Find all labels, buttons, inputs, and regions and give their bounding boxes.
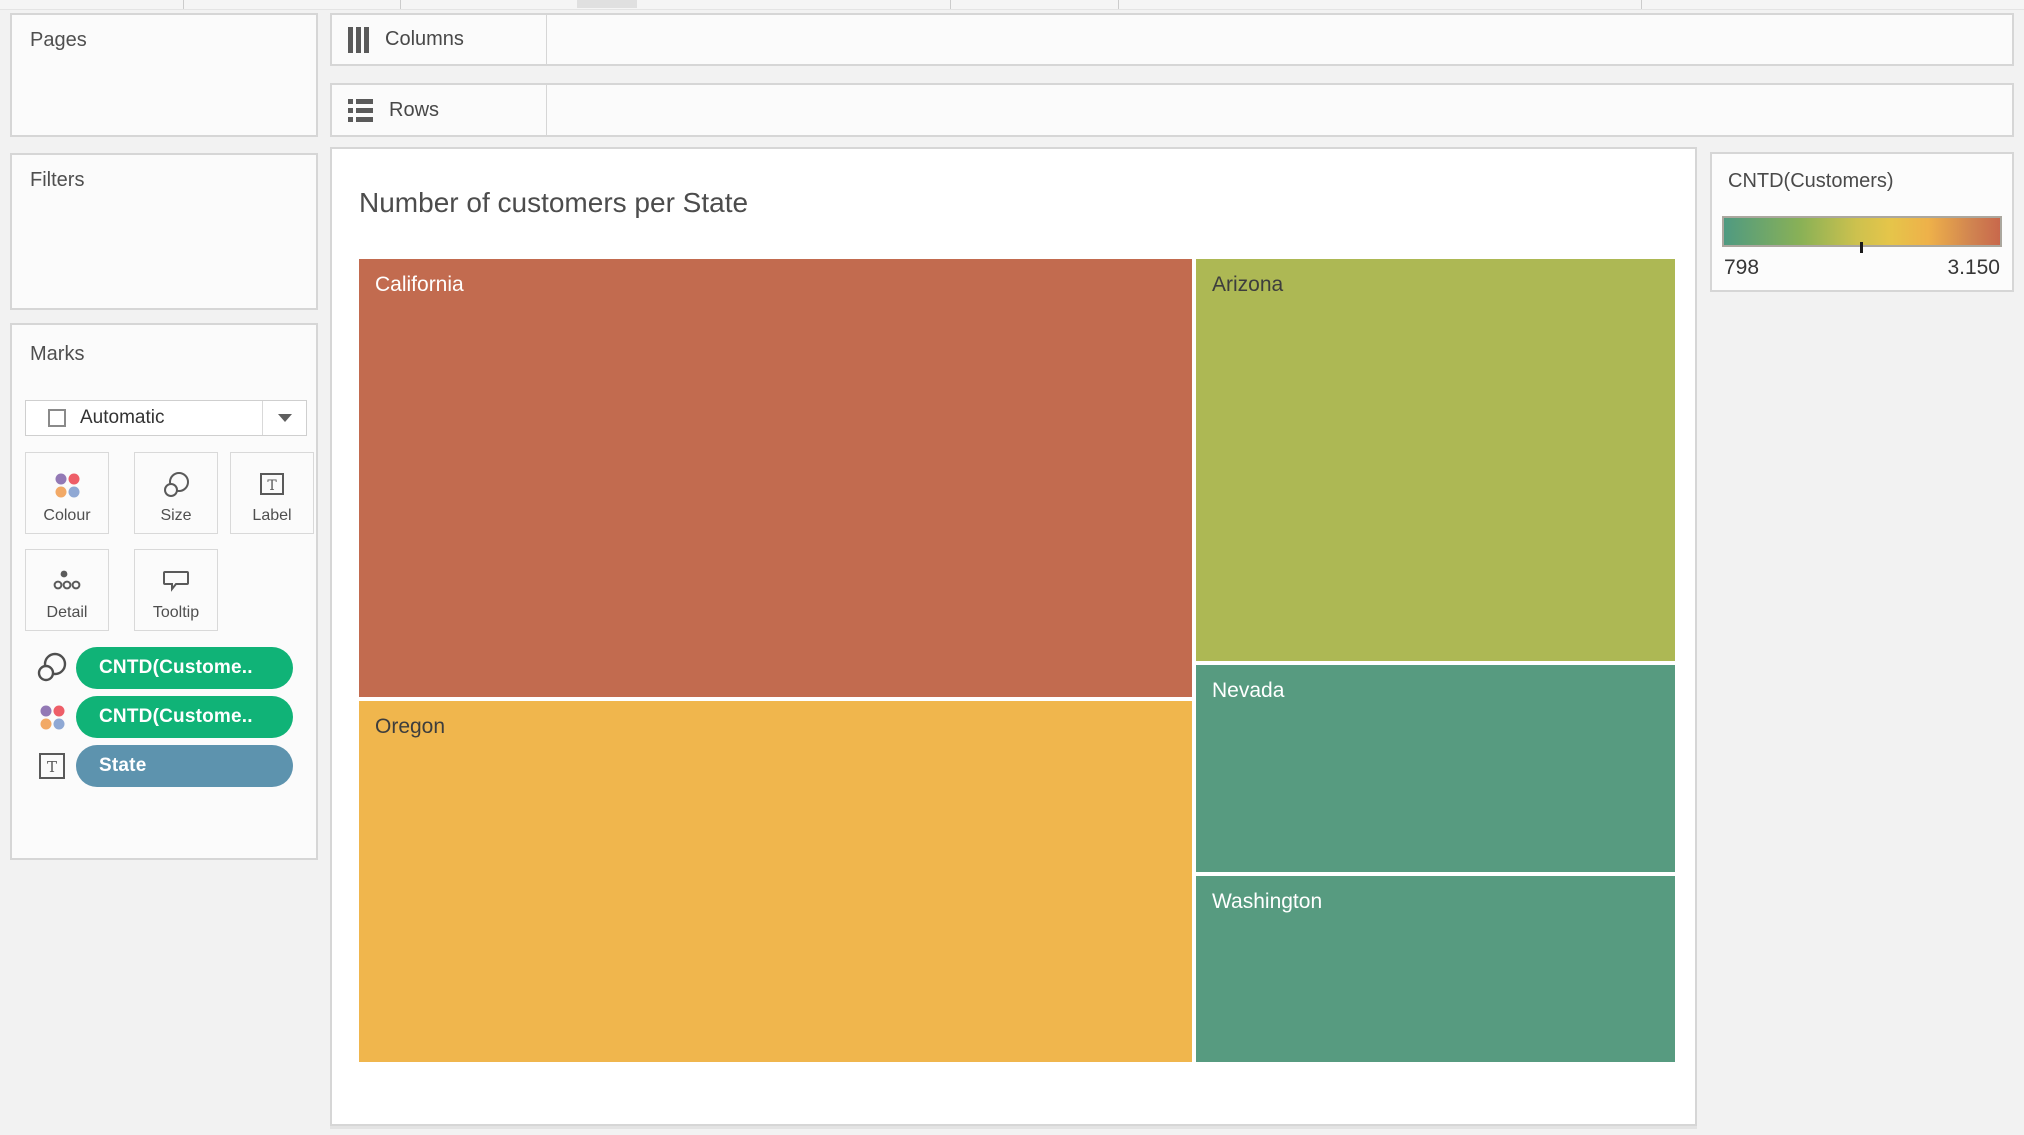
treemap-tile-nevada[interactable]: Nevada (1196, 665, 1675, 872)
pill-cntd-customers-colour[interactable]: CNTD(Custome.. (76, 696, 293, 738)
label-button[interactable]: T Label (230, 452, 314, 534)
rows-list-icon (348, 98, 373, 122)
treemap-tile-label: Arizona (1212, 273, 1284, 296)
colour-button[interactable]: Colour (25, 452, 109, 534)
dropdown-divider (262, 401, 263, 435)
toolbar-separator (400, 0, 401, 9)
toolbar-bottom-strip (0, 0, 2024, 10)
size-button-label: Size (160, 507, 192, 524)
size-button[interactable]: Size (134, 452, 218, 534)
columns-drop-area[interactable] (547, 15, 2012, 64)
svg-text:T: T (47, 758, 57, 776)
square-mark-icon (48, 409, 66, 427)
detail-dots-icon (26, 566, 108, 596)
treemap-tile-label: Nevada (1212, 679, 1285, 702)
columns-shelf: Columns (330, 13, 2014, 66)
filters-shelf-label: Filters (30, 169, 85, 191)
caret-down-icon (277, 414, 292, 422)
worksheet-view: Number of customers per State California… (330, 147, 1697, 1126)
color-legend-title: CNTD(Customers) (1728, 170, 1894, 192)
mark-type-dropdown[interactable]: Automatic (25, 400, 307, 436)
pill-cntd-customers-size[interactable]: CNTD(Custome.. (76, 647, 293, 689)
filters-shelf[interactable]: Filters (10, 153, 318, 310)
colour-button-label: Colour (43, 507, 91, 524)
toolbar-separator (1118, 0, 1119, 9)
marks-card: Marks Automatic Colour Size (10, 323, 318, 860)
rows-shelf-label: Rows (389, 98, 440, 121)
color-legend-tick (1860, 242, 1863, 253)
color-legend-max: 3.150 (1947, 256, 2000, 279)
treemap-tile-washington[interactable]: Washington (1196, 876, 1675, 1062)
columns-bars-icon (348, 26, 369, 53)
mark-type-value: Automatic (80, 407, 165, 428)
color-legend-card: CNTD(Customers) 798 3.150 (1710, 152, 2014, 292)
toolbar-button-fragment (577, 0, 637, 8)
pill-row-size: CNTD(Custome.. (28, 647, 293, 689)
treemap-tile-california[interactable]: California (359, 259, 1192, 697)
treemap-tile-oregon[interactable]: Oregon (359, 701, 1192, 1062)
treemap-tile-arizona[interactable]: Arizona (1196, 259, 1675, 661)
detail-button[interactable]: Detail (25, 549, 109, 631)
toolbar-separator (183, 0, 184, 9)
pages-shelf-label: Pages (30, 29, 87, 51)
treemap-tile-label: Washington (1212, 890, 1323, 913)
rows-shelf-head: Rows (332, 85, 547, 135)
pages-shelf[interactable]: Pages (10, 13, 318, 137)
tooltip-button[interactable]: Tooltip (134, 549, 218, 631)
pill-row-text: T State (28, 745, 293, 787)
toolbar-separator (1641, 0, 1642, 9)
tooltip-button-label: Tooltip (152, 604, 200, 621)
rows-shelf: Rows (330, 83, 2014, 137)
text-box-icon[interactable]: T (28, 751, 76, 781)
pill-row-colour: CNTD(Custome.. (28, 696, 293, 738)
color-legend-min: 798 (1724, 256, 1760, 279)
mark-type-caret-button[interactable] (263, 401, 306, 435)
marks-card-title: Marks (30, 343, 85, 365)
size-circles-icon (135, 469, 217, 501)
svg-text:T: T (267, 478, 277, 494)
size-circles-icon[interactable] (28, 650, 76, 686)
colour-dots-icon[interactable] (28, 702, 76, 732)
detail-button-label: Detail (46, 604, 88, 621)
treemap: California Oregon Arizona Nevada Washing… (359, 259, 1675, 1062)
color-legend-gradient[interactable] (1722, 216, 2002, 247)
columns-shelf-head: Columns (332, 15, 547, 64)
chart-title: Number of customers per State (359, 187, 749, 218)
label-button-label: Label (252, 507, 292, 524)
text-box-icon: T (231, 469, 313, 499)
rows-drop-area[interactable] (547, 85, 2012, 135)
treemap-tile-label: Oregon (375, 715, 446, 738)
speech-bubble-icon (135, 566, 217, 596)
treemap-tile-label: California (375, 273, 464, 296)
columns-shelf-label: Columns (385, 28, 464, 50)
pill-state[interactable]: State (76, 745, 293, 787)
toolbar-separator (950, 0, 951, 9)
colour-dots-icon (26, 469, 108, 501)
